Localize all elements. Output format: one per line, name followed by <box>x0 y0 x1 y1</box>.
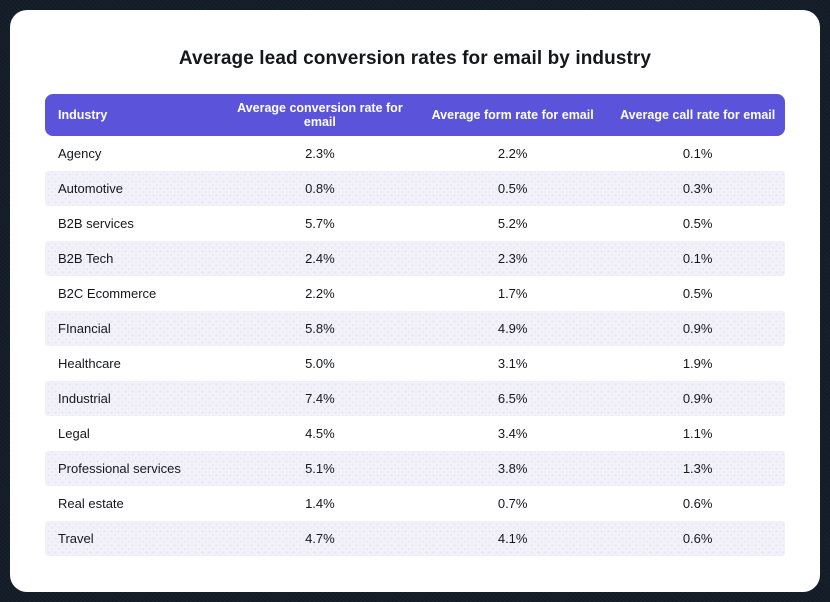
table-row: B2C Ecommerce 2.2% 1.7% 0.5% <box>45 276 785 311</box>
rate-cell: 0.5% <box>497 181 528 196</box>
rate-cell: 0.5% <box>682 286 713 301</box>
rate-cell: 5.2% <box>497 216 528 231</box>
rate-cell: 1.1% <box>682 426 713 441</box>
rate-cell: 1.7% <box>497 286 528 301</box>
rate-cell: 2.2% <box>497 146 528 161</box>
industry-cell: Legal <box>58 426 90 441</box>
rate-cell: 5.0% <box>305 356 335 371</box>
conversion-rates-table: Industry Average conversion rate for ema… <box>45 94 785 556</box>
table-row: Agency 2.3% 2.2% 0.1% <box>45 136 785 171</box>
industry-cell: Automotive <box>58 181 124 196</box>
rate-cell: 0.5% <box>682 216 713 231</box>
table-row: Healthcare 5.0% 3.1% 1.9% <box>45 346 785 381</box>
industry-cell: B2B services <box>58 216 134 231</box>
industry-cell: FInancial <box>58 321 111 336</box>
rate-cell: 1.3% <box>682 461 713 476</box>
industry-cell: Professional services <box>58 461 181 476</box>
rate-cell: 0.6% <box>682 531 713 546</box>
rate-cell: 4.9% <box>497 321 528 336</box>
table-row: Industrial 7.4% 6.5% 0.9% <box>45 381 785 416</box>
rate-cell: 6.5% <box>497 391 528 406</box>
table-card: Average lead conversion rates for email … <box>10 10 820 592</box>
rate-cell: 2.3% <box>305 146 335 161</box>
table-row: B2B Tech 2.4% 2.3% 0.1% <box>45 241 785 276</box>
column-header-call-rate: Average call rate for email <box>620 108 776 122</box>
rate-cell: 0.6% <box>682 496 713 511</box>
industry-cell: Industrial <box>58 391 111 406</box>
column-header-conversion-rate: Average conversion rate for email <box>237 101 403 129</box>
rate-cell: 0.9% <box>682 321 713 336</box>
rate-cell: 4.7% <box>305 531 335 546</box>
industry-cell: B2B Tech <box>58 251 114 266</box>
table-row: Legal 4.5% 3.4% 1.1% <box>45 416 785 451</box>
rate-cell: 4.5% <box>305 426 335 441</box>
rate-cell: 0.7% <box>497 496 528 511</box>
rate-cell: 3.1% <box>497 356 528 371</box>
rate-cell: 0.1% <box>682 251 713 266</box>
rate-cell: 5.7% <box>305 216 335 231</box>
rate-cell: 0.3% <box>682 181 713 196</box>
industry-cell: B2C Ecommerce <box>58 286 157 301</box>
industry-cell: Travel <box>58 531 94 546</box>
industry-cell: Agency <box>58 146 102 161</box>
rate-cell: 3.8% <box>497 461 528 476</box>
table-row: Real estate 1.4% 0.7% 0.6% <box>45 486 785 521</box>
rate-cell: 7.4% <box>305 391 335 406</box>
rate-cell: 5.1% <box>305 461 335 476</box>
industry-cell: Real estate <box>58 496 124 511</box>
table-row: Automotive 0.8% 0.5% 0.3% <box>45 171 785 206</box>
rate-cell: 3.4% <box>497 426 528 441</box>
rate-cell: 2.2% <box>305 286 335 301</box>
page-title: Average lead conversion rates for email … <box>178 48 652 69</box>
rate-cell: 0.1% <box>682 146 713 161</box>
column-header-industry: Industry <box>58 108 108 122</box>
rate-cell: 2.3% <box>497 251 528 266</box>
rate-cell: 5.8% <box>305 321 335 336</box>
table-row: Professional services 5.1% 3.8% 1.3% <box>45 451 785 486</box>
rate-cell: 0.9% <box>682 391 713 406</box>
table-row: FInancial 5.8% 4.9% 0.9% <box>45 311 785 346</box>
table-body: Agency 2.3% 2.2% 0.1% Automotive 0.8% 0.5% 0.3%… <box>45 136 785 556</box>
column-header-form-rate: Average form rate for email <box>431 108 594 122</box>
table-header-row: Industry Average conversion rate for ema… <box>45 94 785 136</box>
rate-cell: 1.4% <box>305 496 335 511</box>
rate-cell: 1.9% <box>682 356 713 371</box>
industry-cell: Healthcare <box>58 356 121 371</box>
rate-cell: 2.4% <box>305 251 335 266</box>
rate-cell: 0.8% <box>305 181 335 196</box>
table-row: Travel 4.7% 4.1% 0.6% <box>45 521 785 556</box>
rate-cell: 4.1% <box>497 531 528 546</box>
table-row: B2B services 5.7% 5.2% 0.5% <box>45 206 785 241</box>
